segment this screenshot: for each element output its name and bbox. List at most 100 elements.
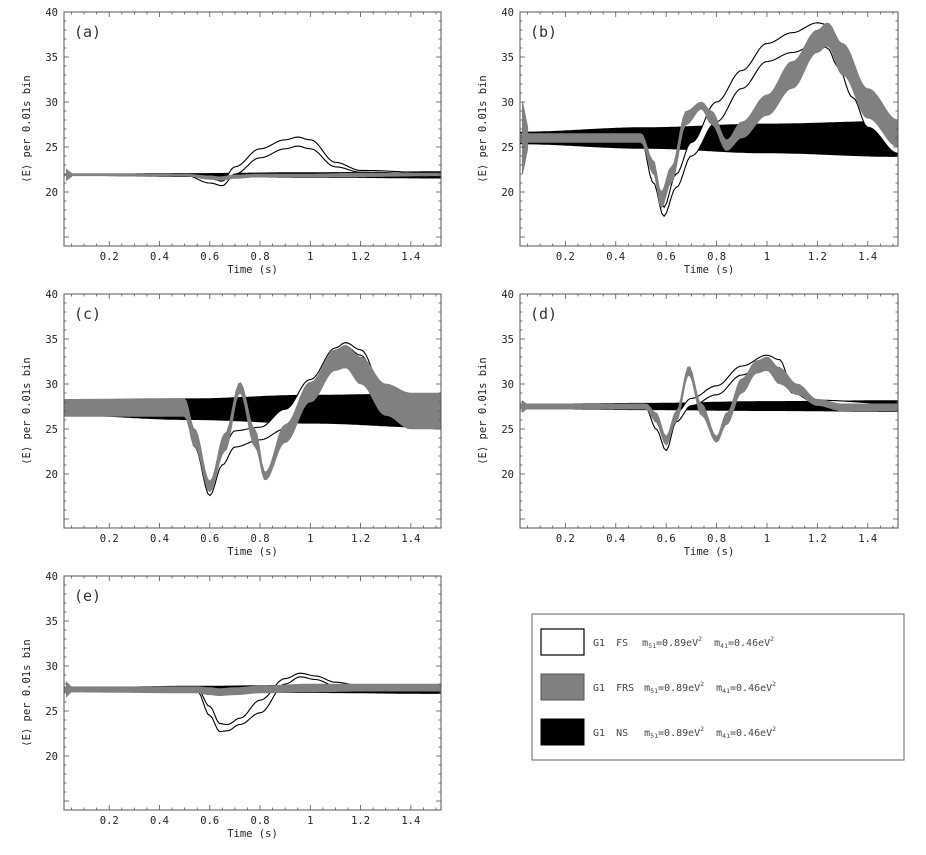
- panel-label: (a): [74, 23, 101, 41]
- plot-area: [520, 22, 898, 218]
- x-tick-label: 1: [307, 533, 313, 545]
- x-tick-label: 1.2: [808, 533, 827, 545]
- x-tick-label: 0.8: [251, 533, 270, 545]
- series-frs-band: [520, 356, 898, 446]
- legend-swatch-frs: [540, 673, 585, 701]
- legend-swatch-ns: [540, 718, 585, 746]
- x-tick-label: 0.4: [150, 533, 169, 545]
- y-axis-label: ⟨E⟩ per 0.01s bin: [21, 75, 33, 182]
- y-tick-label: 35: [501, 52, 514, 64]
- plot-area: [520, 354, 898, 452]
- y-tick-label: 20: [501, 187, 514, 199]
- panel-label: (b): [530, 23, 557, 41]
- legend-swatch-fs: [540, 628, 585, 656]
- panels-group: 20 25 30 35 40 0.2 0.4 0.6 0.8 1 1.2 1.4 Time (s) ⟨E⟩…: [21, 7, 899, 840]
- x-tick-label: 0.6: [200, 815, 219, 827]
- x-tick-label: 1.2: [351, 533, 370, 545]
- panel-a: 20 25 30 35 40 0.2 0.4 0.6 0.8 1 1.2 1.4 Time (s) ⟨E⟩…: [21, 7, 442, 276]
- y-tick-label: 35: [501, 334, 514, 346]
- series-fs-upper-line: [520, 354, 898, 446]
- x-tick-label: 1.2: [351, 251, 370, 263]
- initial-spike: [522, 101, 529, 175]
- y-axis-label: ⟨E⟩ per 0.01s bin: [21, 639, 33, 746]
- axes-frame: [63, 11, 442, 247]
- series-frs-band: [64, 683, 441, 696]
- y-axis-label: ⟨E⟩ per 0.01s bin: [21, 357, 33, 464]
- y-tick-label: 35: [45, 52, 58, 64]
- x-tick-label: 1: [764, 533, 770, 545]
- x-tick-label: 1.2: [808, 251, 827, 263]
- x-tick-label: 0.4: [606, 251, 625, 263]
- initial-spike: [66, 168, 72, 182]
- x-axis-label: Time (s): [684, 264, 735, 276]
- y-tick-label: 40: [501, 7, 514, 19]
- y-axis-label: ⟨E⟩ per 0.01s bin: [477, 75, 489, 182]
- x-tick-label: 0.6: [657, 251, 676, 263]
- x-tick-label: 0.2: [556, 251, 575, 263]
- x-tick-label: 1.4: [401, 251, 420, 263]
- x-tick-label: 1: [764, 251, 770, 263]
- series-fs-band: [64, 673, 441, 732]
- series-frs-band: [64, 172, 441, 181]
- y-tick-label: 30: [501, 97, 514, 109]
- series-ns-band: [520, 120, 898, 157]
- x-tick-label: 1.2: [351, 815, 370, 827]
- x-tick-label: 1.4: [401, 815, 420, 827]
- initial-spike: [66, 680, 72, 698]
- initial-spike: [522, 400, 529, 413]
- x-tick-label: 1: [307, 251, 313, 263]
- y-tick-label: 20: [501, 469, 514, 481]
- panel-label: (c): [74, 305, 101, 323]
- y-tick-label: 25: [501, 142, 514, 154]
- y-tick-label: 35: [45, 616, 58, 628]
- y-tick-label: 25: [45, 424, 58, 436]
- y-tick-label: 25: [501, 424, 514, 436]
- y-tick-label: 35: [45, 334, 58, 346]
- y-tick-label: 30: [45, 661, 58, 673]
- y-tick-label: 40: [45, 7, 58, 19]
- y-tick-label: 40: [501, 289, 514, 301]
- x-tick-label: 0.2: [100, 815, 119, 827]
- x-tick-label: 0.6: [657, 533, 676, 545]
- y-tick-label: 30: [501, 379, 514, 391]
- x-tick-label: 0.8: [251, 251, 270, 263]
- x-tick-label: 1.4: [858, 251, 877, 263]
- panel-label: (e): [74, 587, 101, 605]
- x-tick-label: 0.2: [556, 533, 575, 545]
- y-tick-label: 30: [45, 97, 58, 109]
- x-tick-label: 1.4: [858, 533, 877, 545]
- legend-entry-ns: G1 NS m51=0.89eV2 m41=0.46eV2: [593, 723, 776, 740]
- x-axis-label: Time (s): [684, 546, 735, 558]
- legend-entry-frs: G1 FRS m51=0.89eV2 m41=0.46eV2: [593, 678, 776, 695]
- x-tick-label: 0.8: [251, 815, 270, 827]
- y-tick-label: 20: [45, 187, 58, 199]
- y-tick-label: 25: [45, 706, 58, 718]
- plot-area: [64, 342, 441, 497]
- y-tick-label: 40: [45, 571, 58, 583]
- series-frs-band: [520, 22, 898, 209]
- x-tick-label: 0.8: [707, 533, 726, 545]
- initial-spike: [66, 399, 72, 417]
- x-tick-label: 0.2: [100, 533, 119, 545]
- y-axis-label: ⟨E⟩ per 0.01s bin: [477, 357, 489, 464]
- series-frs-band: [64, 345, 441, 493]
- x-tick-label: 0.6: [200, 251, 219, 263]
- x-tick-label: 0.4: [150, 251, 169, 263]
- x-tick-label: 1: [307, 815, 313, 827]
- x-tick-label: 0.2: [100, 251, 119, 263]
- panel-d: 20 25 30 35 40 0.2 0.4 0.6 0.8 1 1.2 1.4 Time (s) ⟨E⟩…: [477, 289, 899, 558]
- panel-b: 20 25 30 35 40 0.2 0.4 0.6 0.8 1 1.2 1.4 Time (s) ⟨E⟩…: [477, 7, 899, 276]
- legend-frame: [531, 613, 905, 761]
- y-tick-label: 20: [45, 751, 58, 763]
- plot-area: [64, 136, 441, 187]
- x-axis-label: Time (s): [227, 828, 278, 840]
- x-axis-label: Time (s): [227, 264, 278, 276]
- y-tick-label: 30: [45, 379, 58, 391]
- legend-entry-fs: G1 FS m51=0.89eV2 m41=0.46eV2: [593, 633, 774, 650]
- panel-label: (d): [530, 305, 557, 323]
- x-tick-label: 0.6: [200, 533, 219, 545]
- x-axis-label: Time (s): [227, 546, 278, 558]
- x-tick-label: 1.4: [401, 533, 420, 545]
- x-tick-label: 0.4: [150, 815, 169, 827]
